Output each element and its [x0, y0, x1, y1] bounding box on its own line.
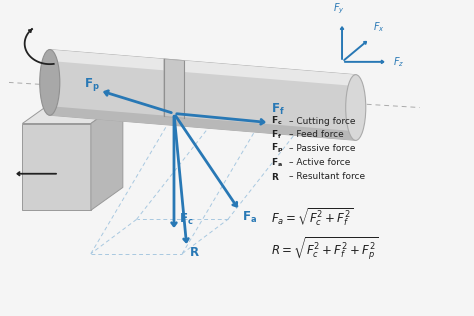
- Text: – Cutting force: – Cutting force: [289, 117, 355, 126]
- Polygon shape: [50, 50, 356, 140]
- Text: – Passive force: – Passive force: [289, 144, 355, 153]
- Ellipse shape: [40, 50, 60, 115]
- Text: $F_z$: $F_z$: [393, 55, 404, 69]
- Text: $\mathbf{F_c}$: $\mathbf{F_c}$: [179, 212, 193, 227]
- Text: $\mathbf{F_f}$: $\mathbf{F_f}$: [271, 102, 285, 117]
- Text: $\mathbf{F_p}$: $\mathbf{F_p}$: [84, 76, 100, 93]
- Text: $F_a = \sqrt{F_c^2 + F_f^2}$: $F_a = \sqrt{F_c^2 + F_f^2}$: [271, 206, 354, 228]
- Text: $\mathbf{R}$: $\mathbf{R}$: [189, 246, 200, 259]
- Text: $\mathbf{R}$: $\mathbf{R}$: [271, 171, 280, 181]
- Text: $\mathbf{F_a}$: $\mathbf{F_a}$: [271, 156, 283, 168]
- Text: $F_x$: $F_x$: [373, 21, 385, 34]
- Polygon shape: [22, 101, 123, 124]
- Polygon shape: [50, 50, 356, 86]
- Text: $F_y$: $F_y$: [333, 2, 345, 16]
- Polygon shape: [22, 124, 91, 210]
- Text: – Resultant force: – Resultant force: [289, 172, 365, 180]
- Ellipse shape: [346, 75, 366, 140]
- Text: $R = \sqrt{F_c^2 + F_f^2 + F_p^2}$: $R = \sqrt{F_c^2 + F_f^2 + F_p^2}$: [271, 236, 378, 262]
- Text: $\mathbf{F_c}$: $\mathbf{F_c}$: [271, 115, 283, 127]
- Text: – Feed force: – Feed force: [289, 131, 343, 139]
- Text: $\mathbf{F_f}$: $\mathbf{F_f}$: [271, 129, 283, 141]
- Text: $\mathbf{F_a}$: $\mathbf{F_a}$: [242, 210, 256, 225]
- Polygon shape: [50, 106, 356, 140]
- Polygon shape: [164, 59, 184, 118]
- Polygon shape: [91, 101, 123, 210]
- Text: – Active force: – Active force: [289, 158, 350, 167]
- Text: $\mathbf{F_p}$: $\mathbf{F_p}$: [271, 142, 284, 155]
